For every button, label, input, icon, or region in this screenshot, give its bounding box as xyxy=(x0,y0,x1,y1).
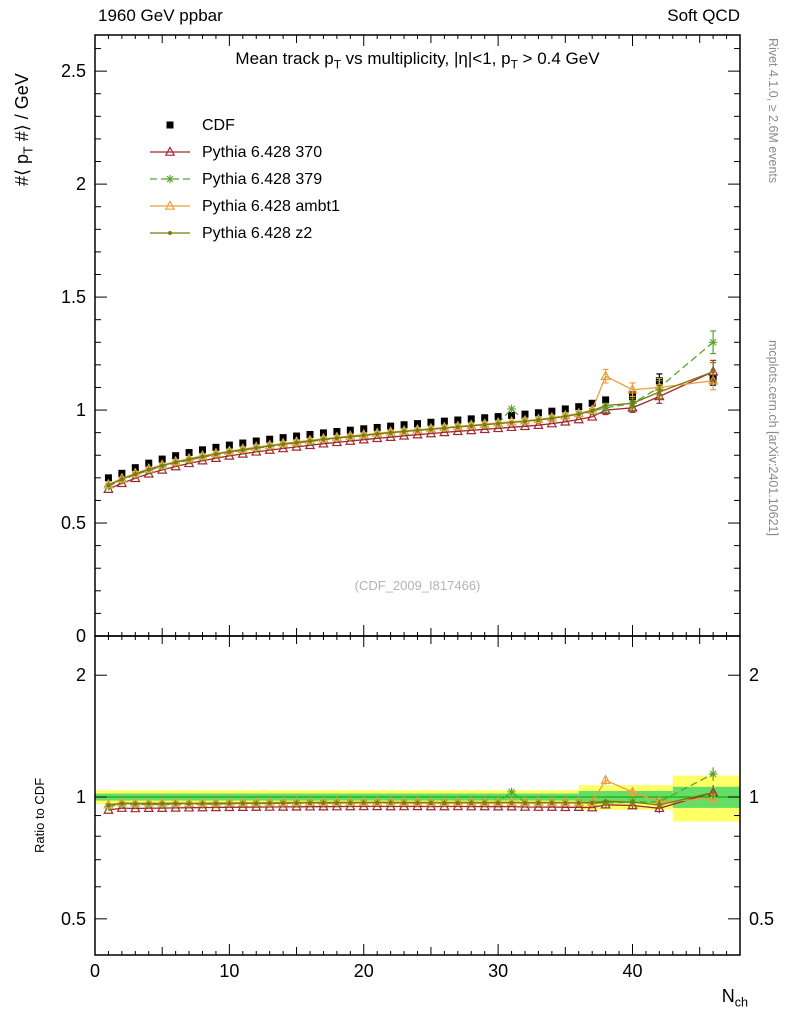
svg-text:0: 0 xyxy=(76,626,86,646)
plot-title-sub2: T xyxy=(510,57,518,72)
plot-title-text-mid: vs multiplicity, |η|<1, p xyxy=(340,49,511,68)
plot-title-text: Mean track p xyxy=(235,49,334,68)
plot-title-text-end: > 0.4 GeV xyxy=(517,49,600,68)
beam-energy-label: 1960 GeV ppbar xyxy=(98,6,223,25)
legend-label-4: Pythia 6.428 z2 xyxy=(202,225,312,242)
svg-text:0.5: 0.5 xyxy=(61,909,86,929)
series-main-0 xyxy=(104,371,717,482)
main-panel-frame xyxy=(94,34,741,637)
svg-text:1.5: 1.5 xyxy=(61,287,86,307)
legend-label-3: Pythia 6.428 ambt1 xyxy=(202,198,340,215)
svg-text:2: 2 xyxy=(76,665,86,685)
svg-text:2: 2 xyxy=(749,665,759,685)
rivet-version-label: Rivet 4.1.0, ≥ 2.6M events xyxy=(766,38,780,184)
svg-text:0.5: 0.5 xyxy=(749,909,774,929)
x-axis-label-text: N xyxy=(721,986,735,1006)
plot-title: Mean track pT vs multiplicity, |η|<1, pT… xyxy=(95,49,740,71)
y-axis-label-text: #⟨ p xyxy=(12,153,32,186)
y-axis-label-text-end: #⟩ / GeV xyxy=(12,73,32,147)
mcplots-credit-label: mcplots.cern.ch [arXiv:2401.10621] xyxy=(766,340,780,536)
x-axis-label: Nch xyxy=(0,986,748,1010)
series-ratio-4 xyxy=(106,786,716,810)
legend: CDF Pythia 6.428 370 Pythia 6.428 379 Pythi… xyxy=(150,117,340,242)
y-axis-label-sub: T xyxy=(21,146,36,154)
svg-text:0: 0 xyxy=(90,961,100,981)
svg-text:20: 20 xyxy=(354,961,374,981)
legend-label-0: CDF xyxy=(202,117,235,134)
svg-text:1: 1 xyxy=(76,787,86,807)
series-main-2 xyxy=(104,330,718,491)
ratio-y-axis-label: Ratio to CDF xyxy=(32,777,47,853)
y-axis-label: #⟨ pT #⟩ / GeV xyxy=(12,73,36,186)
svg-text:2: 2 xyxy=(76,174,86,194)
process-group-label: Soft QCD xyxy=(667,6,740,25)
svg-text:30: 30 xyxy=(488,961,508,981)
legend-label-1: Pythia 6.428 370 xyxy=(202,144,322,161)
legend-label-2: Pythia 6.428 379 xyxy=(202,171,322,188)
svg-text:40: 40 xyxy=(622,961,642,981)
plot-title-sub1: T xyxy=(333,57,341,72)
series-main-4 xyxy=(106,362,717,488)
svg-text:1: 1 xyxy=(76,400,86,420)
series-main-1 xyxy=(103,359,719,493)
series-main-3 xyxy=(103,368,719,489)
svg-text:0.5: 0.5 xyxy=(61,513,86,533)
analysis-id-watermark: (CDF_2009_I817466) xyxy=(354,578,481,593)
x-axis-label-sub: ch xyxy=(734,995,748,1010)
axis-ticks xyxy=(94,35,741,955)
axis-tick-labels: 00.511.522.50.5 0.51 12 20 10 20 30 40 xyxy=(61,61,774,981)
svg-text:10: 10 xyxy=(219,961,239,981)
svg-text:2.5: 2.5 xyxy=(61,61,86,81)
svg-text:1: 1 xyxy=(749,787,759,807)
